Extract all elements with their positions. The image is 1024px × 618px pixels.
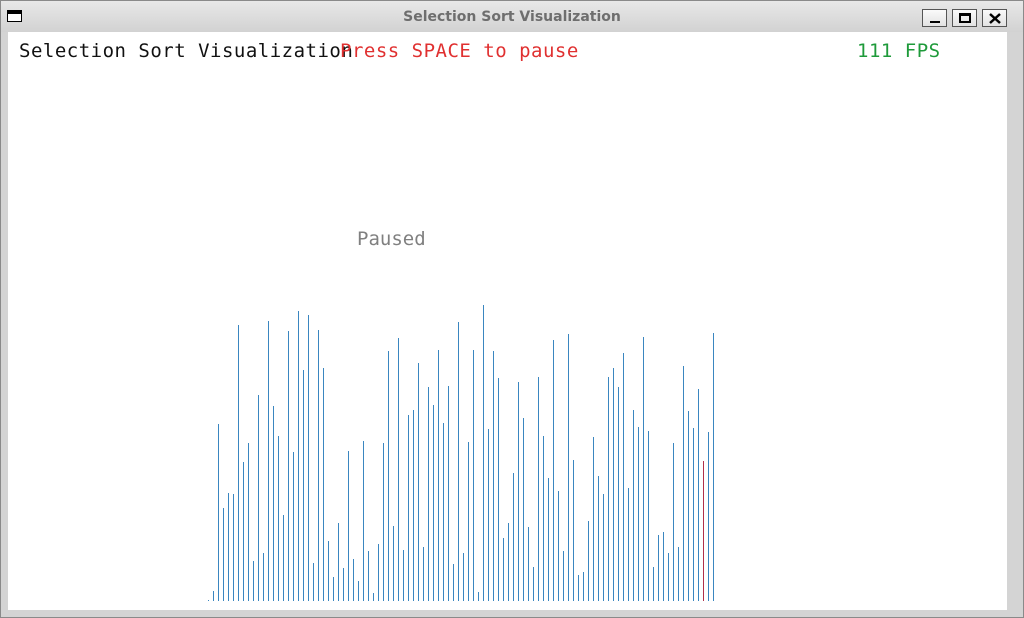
hud-title: Selection Sort Visualization: [19, 40, 354, 62]
pause-hint: Press SPACE to pause: [340, 40, 579, 62]
maximize-icon: [959, 13, 971, 23]
minimize-icon: [930, 21, 940, 23]
close-icon: [989, 13, 1001, 24]
close-button[interactable]: [982, 9, 1007, 27]
minimize-button[interactable]: [922, 9, 947, 27]
title-bar[interactable]: Selection Sort Visualization: [1, 1, 1023, 32]
maximize-button[interactable]: [952, 9, 977, 27]
paused-label: Paused: [357, 228, 426, 250]
fps-counter: 111 FPS: [857, 40, 941, 62]
window-title: Selection Sort Visualization: [403, 9, 621, 25]
bar-chart: [208, 305, 714, 601]
visualization-canvas[interactable]: Selection Sort Visualization Press SPACE…: [8, 32, 1007, 610]
window-menu-icon[interactable]: [7, 10, 22, 22]
